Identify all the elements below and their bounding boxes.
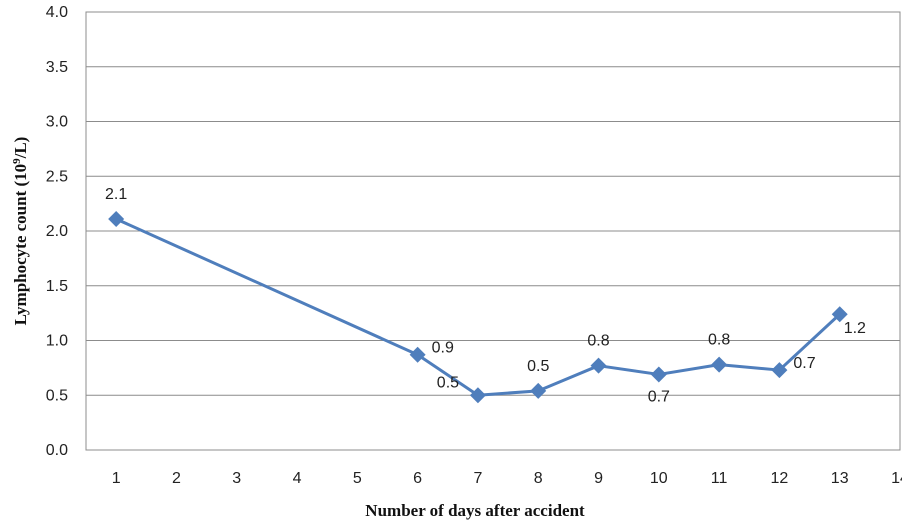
data-labels: 2.1 0.9 0.5 0.5 0.8 0.7 0.8 0.7 1.2 — [105, 186, 866, 405]
data-point-marker — [108, 210, 125, 227]
x-tick-label: 14 — [891, 470, 902, 487]
x-axis-title: Number of days after accident — [365, 501, 585, 520]
data-label: 0.7 — [648, 388, 670, 405]
y-tick-label: 1.5 — [46, 278, 68, 295]
y-tick-label: 1.0 — [46, 333, 68, 350]
data-point-marker — [409, 346, 426, 363]
y-tick-label: 0.5 — [46, 387, 68, 404]
data-point-marker — [831, 306, 848, 323]
x-tick-label: 11 — [711, 470, 728, 487]
data-label: 0.5 — [437, 374, 459, 391]
data-label: 0.8 — [587, 333, 609, 350]
x-tick-label: 10 — [650, 470, 668, 487]
series-group — [108, 210, 848, 404]
x-tick-label: 6 — [413, 470, 422, 487]
y-tick-label: 2.5 — [46, 168, 68, 185]
x-tick-label: 8 — [534, 470, 543, 487]
x-tick-label: 12 — [771, 470, 789, 487]
x-tick-label: 9 — [594, 470, 603, 487]
data-label: 2.1 — [105, 186, 127, 203]
data-label: 0.7 — [793, 355, 815, 372]
x-axis-tick-labels: 1234567891011121314 — [112, 470, 902, 487]
data-point-marker — [530, 382, 547, 399]
data-label: 0.8 — [708, 332, 730, 349]
data-point-marker — [469, 387, 486, 404]
data-point-marker — [771, 362, 788, 379]
data-label: 0.5 — [527, 358, 549, 375]
data-label: 1.2 — [844, 320, 866, 337]
x-tick-label: 4 — [293, 470, 302, 487]
data-point-marker — [590, 357, 607, 374]
x-tick-label: 13 — [831, 470, 849, 487]
y-axis-tick-labels: 0.0 0.5 1.0 1.5 2.0 2.5 3.0 3.5 4.0 — [46, 4, 68, 459]
y-axis-title-main: Lymphocyte count (10 — [11, 164, 30, 326]
x-tick-label: 5 — [353, 470, 362, 487]
data-label: 0.9 — [432, 340, 454, 357]
plot-area-frame — [85, 11, 901, 451]
data-point-marker — [650, 366, 667, 383]
x-tick-label: 7 — [473, 470, 482, 487]
data-point-marker — [711, 356, 728, 373]
y-axis-title-suffix: /L) — [11, 137, 30, 160]
y-axis-title: Lymphocyte count (109/L) — [11, 137, 30, 326]
y-tick-label: 0.0 — [46, 442, 68, 459]
y-tick-label: 4.0 — [46, 4, 68, 21]
x-tick-label: 2 — [172, 470, 181, 487]
y-tick-label: 2.0 — [46, 223, 68, 240]
y-tick-label: 3.0 — [46, 114, 68, 131]
y-tick-label: 3.5 — [46, 59, 68, 76]
x-tick-label: 1 — [112, 470, 121, 487]
y-axis-title-superscript: 9 — [11, 158, 23, 164]
x-tick-label: 3 — [232, 470, 241, 487]
